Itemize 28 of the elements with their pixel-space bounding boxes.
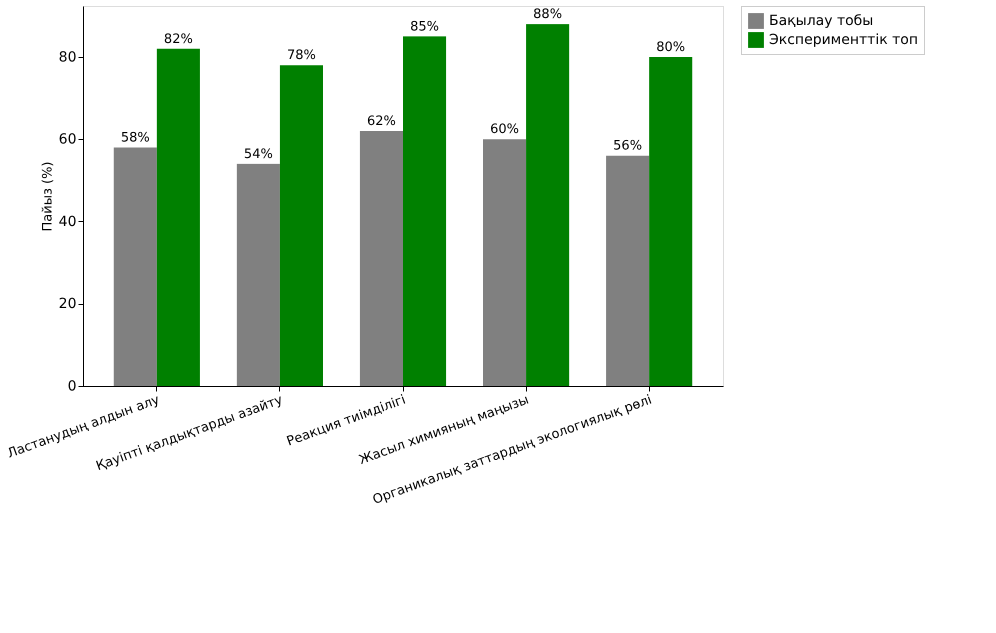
bar xyxy=(236,164,280,386)
bar xyxy=(156,48,200,386)
y-tick-label: 0 xyxy=(68,378,76,394)
data-label: 60% xyxy=(490,122,519,138)
y-tick-label: 80 xyxy=(58,49,76,66)
data-label: 80% xyxy=(656,40,686,55)
data-label: 62% xyxy=(367,114,396,130)
data-label: 54% xyxy=(244,146,273,162)
data-label: 56% xyxy=(613,138,642,154)
data-label: 78% xyxy=(287,48,316,64)
data-label: 58% xyxy=(120,130,150,146)
y-axis-title: Пайыз (%) xyxy=(40,162,56,232)
y-tick-label: 40 xyxy=(58,214,76,230)
bar xyxy=(280,65,323,386)
legend-label: Бақылау тобы xyxy=(769,13,874,29)
y-tick-label: 60 xyxy=(58,132,76,148)
data-label: 85% xyxy=(410,19,439,34)
y-tick-label: 20 xyxy=(58,296,76,312)
bar xyxy=(606,156,650,386)
bar xyxy=(526,24,570,386)
bar xyxy=(403,36,446,386)
legend-label: Эксперименттік топ xyxy=(769,32,918,48)
data-label: 88% xyxy=(533,7,562,22)
bar xyxy=(483,139,526,386)
data-label: 82% xyxy=(164,32,193,47)
bar xyxy=(649,56,692,386)
bar xyxy=(360,131,403,386)
bar xyxy=(114,147,157,386)
